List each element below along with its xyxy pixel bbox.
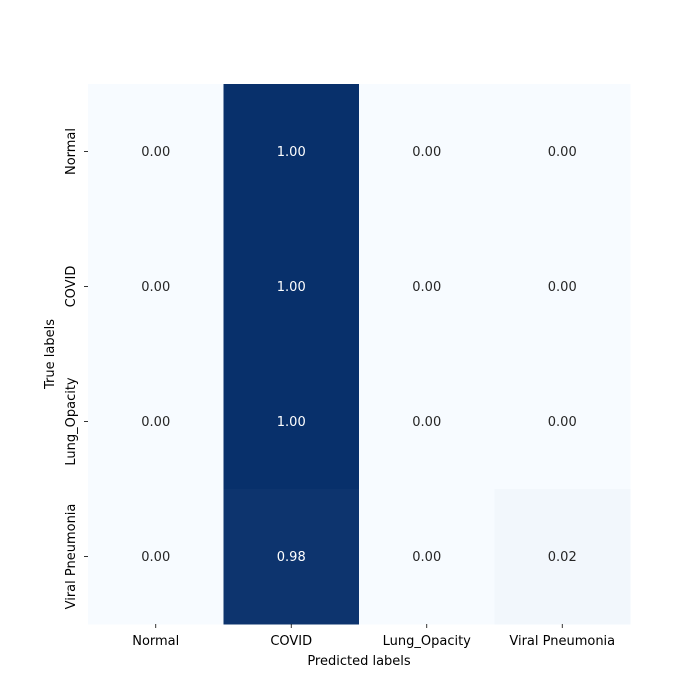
heatmap-cell-r2-c1	[223, 354, 360, 490]
x-tick-label-1: COVID	[270, 634, 312, 649]
heatmap-cell-r2-c0	[88, 354, 224, 490]
heatmap-cells	[88, 84, 631, 625]
y-tick-label-0: Normal	[64, 128, 79, 175]
heatmap-cell-r0-c2	[359, 84, 495, 220]
cell-value-r0-c2: 0.00	[412, 145, 441, 160]
cell-value-r3-c0: 0.00	[141, 550, 170, 565]
y-tick-label-1: COVID	[64, 266, 79, 308]
cell-value-r3-c1: 0.98	[277, 550, 306, 565]
cell-value-r0-c1: 1.00	[277, 145, 306, 160]
heatmap-cell-r0-c1	[223, 84, 360, 220]
heatmap-cell-r1-c2	[359, 219, 495, 355]
heatmap-cell-r0-c3	[494, 84, 631, 220]
x-axis-ticks: Normal COVID Lung_Opacity Viral Pneumonia	[132, 624, 615, 649]
heatmap-cell-r0-c0	[88, 84, 224, 220]
cell-value-r1-c3: 0.00	[548, 280, 577, 295]
heatmap-cell-r3-c3	[494, 489, 631, 625]
cell-value-r1-c2: 0.00	[412, 280, 441, 295]
cell-value-r3-c3: 0.02	[548, 550, 577, 565]
x-axis-title: Predicted labels	[307, 654, 411, 669]
y-axis-ticks: Normal COVID Lung_Opacity Viral Pneumonia	[64, 128, 88, 609]
x-tick-label-3: Viral Pneumonia	[509, 634, 615, 649]
heatmap-cell-r1-c1	[223, 219, 360, 355]
cell-value-r1-c0: 0.00	[141, 280, 170, 295]
y-axis-title: True labels	[43, 319, 58, 390]
heatmap-cell-r1-c3	[494, 219, 631, 355]
cell-value-r1-c1: 1.00	[277, 280, 306, 295]
y-tick-label-3: Viral Pneumonia	[64, 504, 79, 610]
cell-value-r2-c2: 0.00	[412, 415, 441, 430]
heatmap-cell-r1-c0	[88, 219, 224, 355]
heatmap-cell-r3-c2	[359, 489, 495, 625]
cell-annotations: 0.00 1.00 0.00 0.00 0.00 1.00 0.00 0.00 0.00 1.00…	[141, 145, 576, 565]
heatmap-cell-r3-c0	[88, 489, 224, 625]
cell-value-r2-c1: 1.00	[277, 415, 306, 430]
cell-value-r3-c2: 0.00	[412, 550, 441, 565]
y-tick-label-2: Lung_Opacity	[64, 377, 79, 466]
cell-value-r0-c3: 0.00	[548, 145, 577, 160]
heatmap-cell-r3-c1	[223, 489, 360, 625]
cell-value-r2-c3: 0.00	[548, 415, 577, 430]
heatmap-cell-r2-c2	[359, 354, 495, 490]
cell-value-r0-c0: 0.00	[141, 145, 170, 160]
heatmap-cell-r2-c3	[494, 354, 631, 490]
x-tick-label-0: Normal	[132, 634, 179, 649]
cell-value-r2-c0: 0.00	[141, 415, 170, 430]
x-tick-label-2: Lung_Opacity	[383, 634, 472, 649]
